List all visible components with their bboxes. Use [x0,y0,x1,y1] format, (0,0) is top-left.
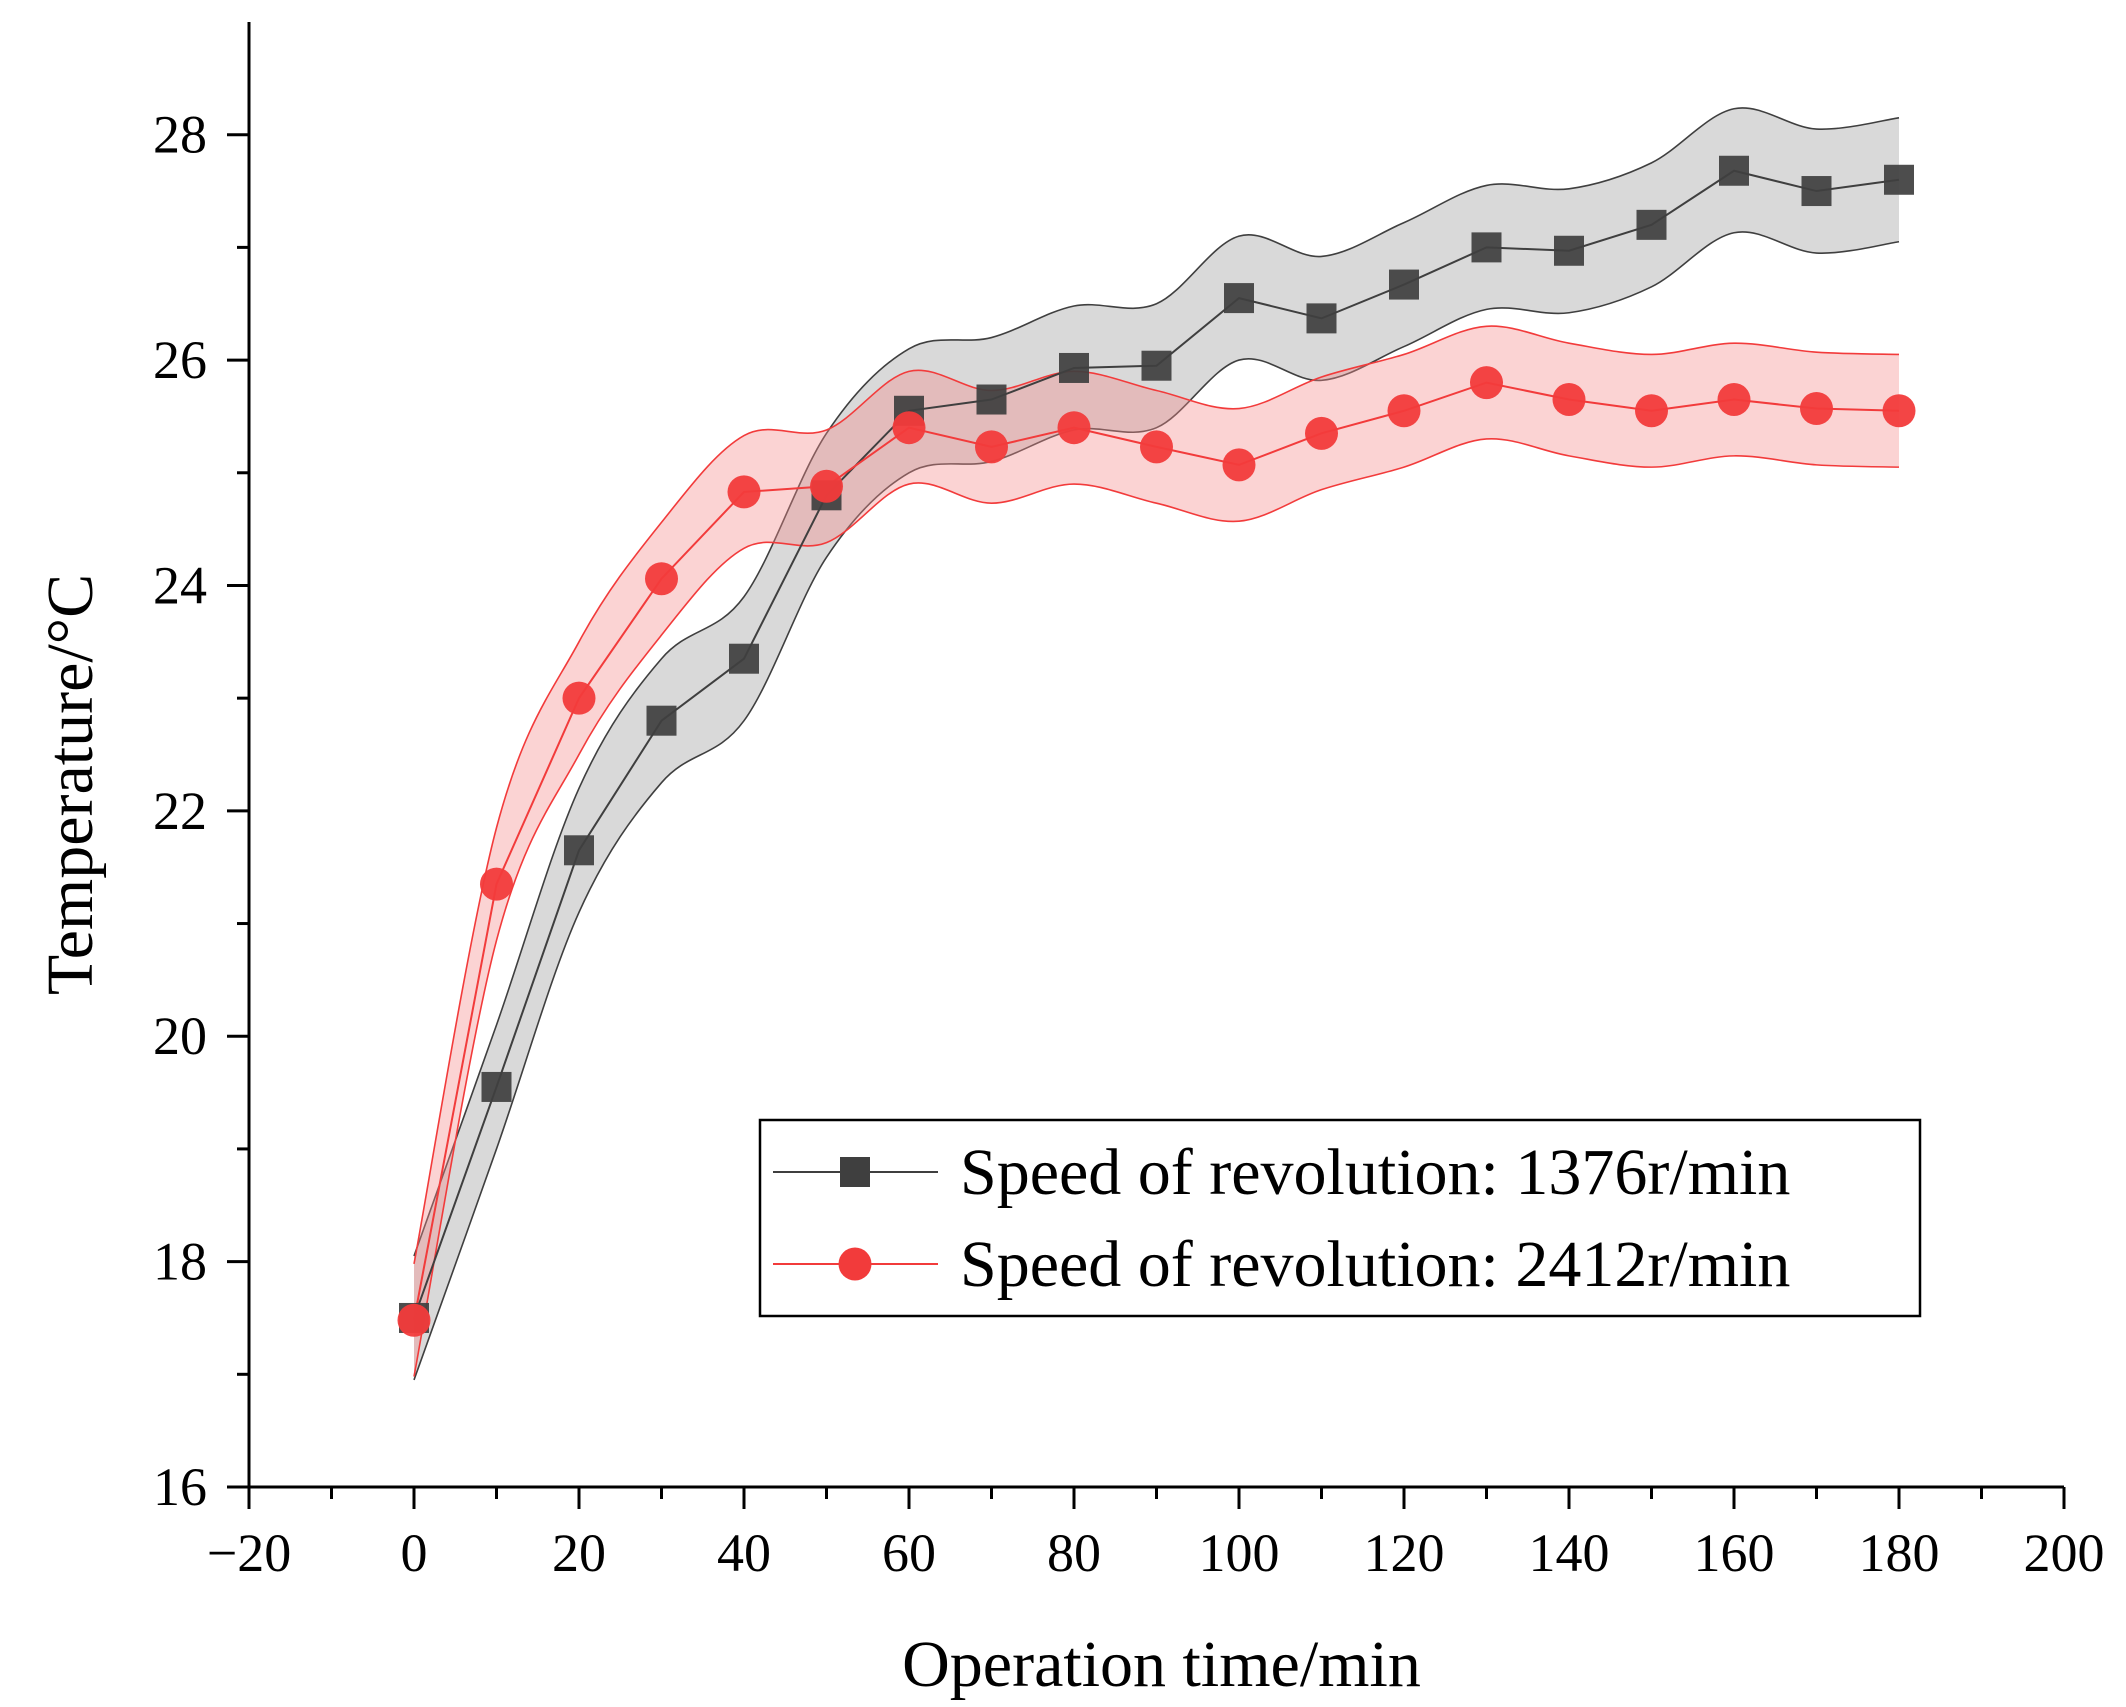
data-point-circle [1140,430,1173,464]
data-point-square [1224,283,1254,314]
data-point-circle [1305,416,1338,450]
data-point-circle [1057,411,1091,445]
data-markers [397,155,1916,1337]
x-tick-label: 180 [1859,1523,1940,1583]
band-area-series-1 [414,326,1899,1377]
data-point-square [1306,303,1337,334]
data-point-circle [1470,366,1503,400]
data-point-circle [727,475,761,509]
data-point-circle [397,1303,431,1337]
legend-marker-circle [838,1247,872,1281]
x-tick-label: 140 [1529,1523,1610,1583]
data-point-square [729,643,759,674]
y-tick-label: 22 [153,781,207,841]
data-point-square [1471,232,1502,263]
data-point-circle [1800,392,1833,426]
y-tick-label: 18 [153,1232,207,1292]
data-point-square [1636,209,1667,240]
data-point-square [1884,164,1914,195]
data-point-circle [1222,448,1256,482]
data-point-circle [562,681,596,715]
x-tick-label: 200 [2024,1523,2105,1583]
data-point-circle [1635,394,1668,428]
legend-box [758,1118,1922,1318]
data-point-square [564,835,594,866]
band-upper-edge-series-0 [413,107,1900,1257]
data-point-square [1059,352,1089,383]
data-point-circle [1387,394,1421,428]
x-tick-label: 40 [717,1523,771,1583]
data-point-square [481,1071,512,1102]
data-point-square [976,384,1007,415]
data-point-square [1719,155,1749,186]
x-tick-label: 60 [882,1523,936,1583]
data-point-square [1389,269,1419,300]
data-point-circle [810,469,843,503]
legend-label-1: Speed of revolution: 2412r/min [960,1228,1790,1301]
x-tick-label: 80 [1047,1523,1101,1583]
data-point-circle [480,867,513,901]
y-tick-label: 26 [153,330,207,390]
data-point-circle [975,430,1008,464]
data-point-square [1801,176,1832,207]
data-point-circle [892,411,926,445]
x-tick-label: 20 [552,1523,606,1583]
data-point-circle [1552,383,1586,417]
legend: Speed of revolution: 1376r/min Speed of r… [758,1118,1922,1318]
x-axis-title: Operation time/min [902,1628,1421,1701]
data-point-square [646,705,677,736]
x-tick-label: −20 [207,1523,291,1583]
data-point-circle [1882,394,1916,428]
data-point-circle [1717,383,1751,417]
legend-label-0: Speed of revolution: 1376r/min [960,1136,1790,1209]
data-point-circle [645,562,678,596]
x-tick-label: 120 [1364,1523,1445,1583]
x-tick-label: 0 [401,1523,428,1583]
legend-marker-square [840,1157,870,1187]
data-point-square [1554,235,1584,266]
y-axis-title: Temperature/°C [34,574,107,995]
band-lower-edge-series-1 [413,438,1900,1377]
x-tick-label: 160 [1694,1523,1775,1583]
data-point-square [1141,350,1172,381]
x-tick-label: 100 [1199,1523,1280,1583]
y-tick-label: 16 [153,1457,207,1517]
axes: −20 0 20 40 60 80 100 120 140 160 180 200 16 18 20 22 24… [34,22,2105,1701]
y-tick-label: 24 [153,555,207,615]
y-tick-label: 20 [153,1006,207,1066]
y-tick-label: 28 [153,105,207,165]
